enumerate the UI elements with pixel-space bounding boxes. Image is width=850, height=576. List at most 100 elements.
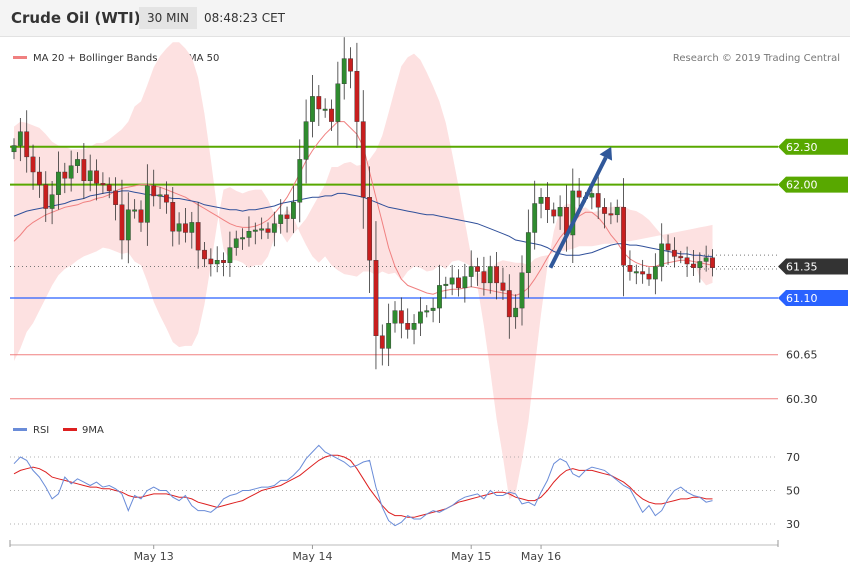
candle-bullish [341, 58, 347, 84]
candle-bullish [424, 310, 430, 313]
timestamp: 08:48:23 CET [204, 11, 285, 25]
candle-bearish [195, 222, 201, 251]
rsi-ma9-line [13, 454, 713, 518]
candle-bullish [386, 323, 392, 349]
level-label: 61.35 [786, 261, 818, 274]
candle-bearish [710, 257, 715, 268]
candle-bearish [354, 70, 360, 122]
projection-shaft [548, 156, 608, 269]
candle-bullish [49, 194, 55, 209]
candle-bullish [11, 145, 17, 153]
candle-bullish [532, 203, 538, 233]
candle-bearish [691, 263, 696, 268]
candle-bullish [297, 159, 303, 203]
candle-bullish [557, 207, 563, 217]
candle-bearish [481, 271, 487, 284]
candle-bearish [24, 131, 30, 158]
candle-bearish [360, 121, 366, 198]
candle-bearish [678, 256, 684, 259]
copyright-label: Research © 2019 Trading Central [673, 53, 840, 64]
candle-bullish [411, 323, 417, 330]
projection-arrow [548, 146, 613, 269]
ma9-legend-label: 9MA [82, 425, 104, 436]
projection-head [599, 146, 613, 161]
candle-bearish [62, 171, 68, 179]
candle-bullish [303, 121, 309, 160]
candle-bearish [398, 310, 404, 324]
candle-bullish [259, 228, 265, 231]
candle-bearish [106, 184, 112, 192]
candle-bullish [246, 231, 252, 238]
candle-bearish [576, 190, 582, 198]
candle-bearish [37, 171, 42, 185]
candle-bearish [94, 170, 99, 184]
candle-bearish [684, 257, 690, 265]
candle-bullish [252, 229, 258, 232]
candle-bullish [703, 257, 709, 262]
x-axis-label: May 16 [521, 550, 561, 563]
candle-bullish [697, 261, 703, 268]
candle-bullish [462, 276, 468, 289]
candle-bullish [75, 159, 80, 166]
candle-bearish [221, 260, 226, 263]
candle-bearish [119, 204, 125, 241]
candle-bearish [640, 271, 646, 275]
candle-bullish [271, 223, 277, 233]
candle-bullish [652, 266, 658, 280]
candle-bullish [487, 266, 493, 284]
candle-bullish [278, 214, 284, 224]
candle-bullish [449, 277, 455, 285]
rsi-tick-label: 70 [786, 451, 800, 464]
candle-bearish [329, 108, 334, 122]
candle-bearish [373, 260, 379, 337]
candle-bullish [659, 243, 665, 267]
candle-bearish [602, 207, 607, 214]
candle-bearish [405, 323, 411, 330]
candle-bearish [608, 213, 614, 216]
candle-bearish [627, 265, 633, 272]
level-tag-resistance [778, 138, 848, 155]
candle-bearish [595, 193, 601, 208]
candle-bearish [316, 96, 322, 110]
candle-bullish [633, 271, 639, 274]
timeframe-selector[interactable]: 30 MIN [139, 7, 197, 29]
candle-bullish [614, 207, 620, 216]
level-label: 61.10 [786, 292, 818, 305]
candle-bullish [291, 202, 296, 219]
level-label: 62.00 [786, 179, 818, 192]
candle-bearish [151, 185, 157, 197]
time-axis: May 13 May 14 May 15 May 16 [9, 540, 779, 563]
candle-bearish [170, 202, 176, 232]
candle-bullish [392, 310, 398, 324]
candle-bullish [157, 194, 163, 197]
candle-bullish [214, 260, 220, 265]
candle-bullish [570, 190, 576, 236]
candle-bullish [56, 171, 61, 195]
x-axis-label: May 13 [134, 550, 174, 563]
candle-bullish [125, 209, 131, 241]
candle-bearish [208, 258, 214, 265]
rsi-legend-label: RSI [33, 425, 49, 436]
candle-bearish [672, 249, 677, 257]
candle-bullish [589, 193, 595, 198]
candle-bearish [665, 243, 671, 251]
candle-bearish [456, 277, 461, 289]
candle-bearish [646, 273, 652, 280]
ma50-legend-label: MA 50 [188, 53, 219, 64]
candle-bearish [551, 209, 557, 217]
candle-bullish [87, 170, 93, 182]
candle-bearish [138, 209, 144, 223]
candle-bearish [475, 266, 480, 272]
candle-bullish [335, 83, 341, 122]
rsi-tick-label: 50 [786, 485, 800, 498]
candle-bearish [265, 228, 271, 233]
candle-bearish [202, 249, 207, 260]
x-axis-label: May 14 [292, 550, 332, 563]
candle-bullish [17, 131, 23, 146]
candle-bullish [132, 209, 138, 212]
candle-bearish [621, 207, 627, 266]
candle-bearish [348, 58, 353, 72]
candle-bearish [545, 196, 550, 210]
instrument-title: Crude Oil (WTI) [11, 9, 141, 27]
ma20-legend-label: MA 20 + Bollinger Bands [33, 53, 157, 64]
